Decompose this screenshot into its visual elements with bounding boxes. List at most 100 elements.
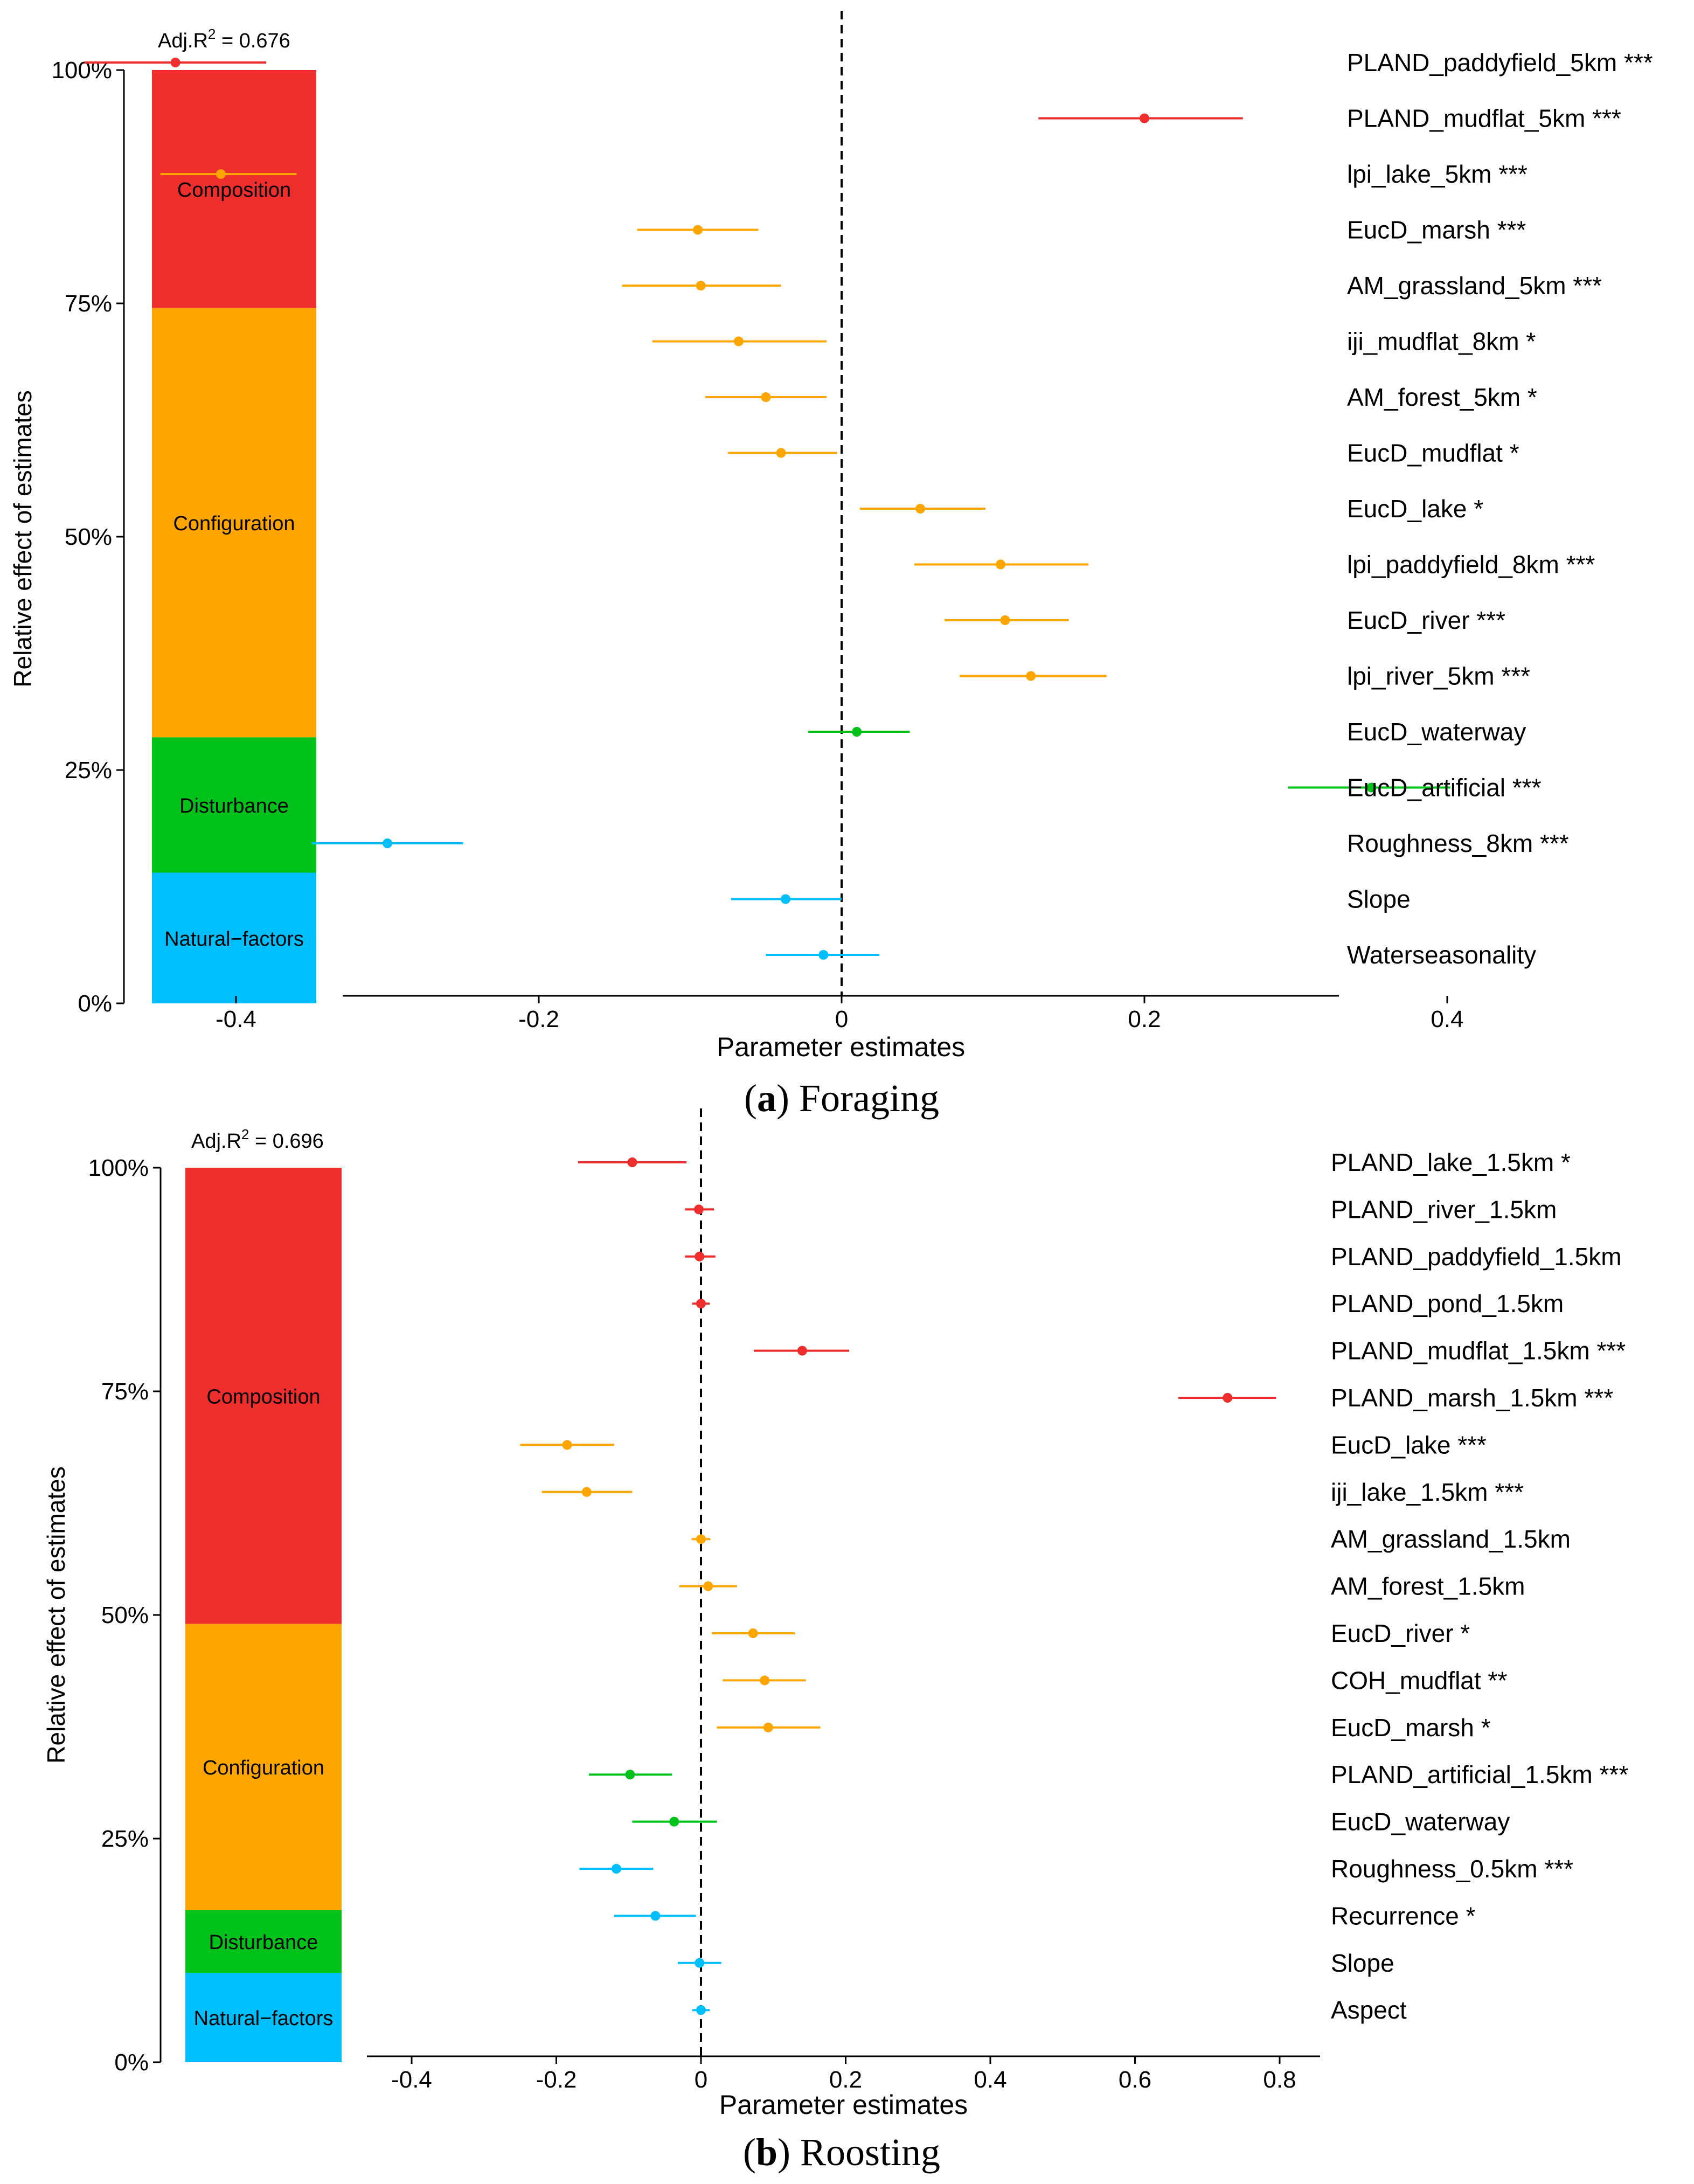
- estimate-point: [562, 1440, 572, 1450]
- variable-label: PLAND_lake_1.5km *: [1331, 1148, 1571, 1176]
- x-tick-label: -0.2: [536, 2067, 577, 2093]
- x-tick-label: 0: [835, 1006, 848, 1032]
- estimate-point: [781, 894, 791, 904]
- estimate-point: [669, 1816, 679, 1827]
- estimate-point: [761, 392, 771, 402]
- group-bar-configuration: [152, 308, 316, 738]
- y-axis-title: Relative effect of estimates: [9, 390, 37, 687]
- panel-caption-letter: a: [757, 1077, 776, 1120]
- variable-label: AM_grassland_1.5km: [1331, 1525, 1571, 1553]
- group-label-natural: Natural−factors: [194, 2007, 334, 2030]
- adj-r2-superscript: 2: [208, 26, 216, 42]
- estimate-point: [581, 1487, 592, 1497]
- variable-label: EucD_mudflat *: [1347, 439, 1519, 467]
- variable-label: Waterseasonality: [1347, 941, 1536, 969]
- y-tick-label: 100%: [51, 57, 112, 84]
- estimate-point: [696, 2005, 706, 2015]
- estimate-point: [383, 838, 392, 848]
- estimate-point: [996, 559, 1006, 570]
- variable-label: PLAND_artificial_1.5km ***: [1331, 1760, 1628, 1788]
- variable-label: EucD_waterway: [1331, 1808, 1510, 1836]
- y-tick-label: 25%: [101, 1826, 149, 1852]
- group-bar-disturbance: [185, 1910, 342, 1973]
- estimate-point: [852, 727, 862, 737]
- x-tick-label: 0.2: [829, 2067, 862, 2093]
- variable-label: EucD_lake *: [1347, 495, 1483, 523]
- variable-label: PLAND_paddyfield_1.5km: [1331, 1243, 1622, 1271]
- estimate-point: [733, 336, 744, 346]
- x-tick-label: 0: [695, 2067, 707, 2093]
- variable-label: PLAND_pond_1.5km: [1331, 1289, 1564, 1318]
- x-tick-label: 0.4: [1431, 1006, 1463, 1032]
- estimate-point: [696, 1534, 706, 1544]
- estimate-point: [776, 448, 786, 458]
- adj-r2-superscript: 2: [241, 1126, 249, 1142]
- estimate-point: [763, 1722, 773, 1732]
- estimate-point: [915, 504, 926, 514]
- y-tick-label: 100%: [88, 1155, 149, 1181]
- estimate-point: [818, 950, 829, 960]
- group-label-composition: Composition: [177, 179, 291, 202]
- x-tick-label: 0.8: [1263, 2067, 1296, 2093]
- variable-label: EucD_waterway: [1347, 718, 1526, 746]
- variable-label: COH_mudflat **: [1331, 1666, 1507, 1694]
- variable-label: Aspect: [1331, 1996, 1407, 2024]
- variable-label: PLAND_marsh_1.5km ***: [1331, 1384, 1613, 1412]
- estimate-point: [1223, 1393, 1233, 1403]
- variable-label: Roughness_0.5km ***: [1331, 1855, 1573, 1883]
- adj-r2-label: Adj.R2 = 0.696: [191, 1126, 324, 1153]
- panel-foraging: Adj.R2 = 0.676 Composition Configuration Di…: [9, 11, 1653, 1120]
- adj-r2-value: = 0.696: [249, 1130, 323, 1153]
- group-bar-configuration: [185, 1624, 342, 1910]
- estimate-point: [703, 1581, 713, 1591]
- estimate-point: [1366, 782, 1377, 793]
- estimate-point: [748, 1628, 758, 1638]
- group-label-natural: Natural−factors: [164, 928, 304, 951]
- variable-label: AM_forest_5km *: [1347, 383, 1537, 411]
- variable-label: EucD_artificial ***: [1347, 774, 1542, 802]
- y-tick-label: 0%: [114, 2049, 149, 2076]
- estimate-point: [797, 1346, 807, 1356]
- panel-caption-open: (: [743, 2131, 756, 2174]
- estimate-point: [625, 1770, 635, 1780]
- group-label-composition: Composition: [206, 1385, 320, 1408]
- y-tick-label: 50%: [65, 524, 112, 550]
- variable-label: iji_lake_1.5km ***: [1331, 1478, 1524, 1506]
- variable-label: PLAND_mudflat_5km ***: [1347, 105, 1621, 133]
- variable-label: EucD_marsh ***: [1347, 216, 1526, 244]
- x-tick-label: 0.4: [974, 2067, 1006, 2093]
- adj-r2-prefix: Adj.R: [191, 1130, 241, 1153]
- estimate-point: [650, 1911, 661, 1921]
- panel-caption: (b) Roosting: [743, 2131, 940, 2174]
- variable-label: PLAND_paddyfield_5km ***: [1347, 48, 1653, 77]
- variable-label: Slope: [1347, 885, 1411, 913]
- variable-label: AM_grassland_5km ***: [1347, 272, 1602, 300]
- x-tick-label: -0.4: [216, 1006, 256, 1032]
- adj-r2-label: Adj.R2 = 0.676: [158, 26, 290, 52]
- variable-label: PLAND_mudflat_1.5km ***: [1331, 1337, 1626, 1365]
- group-label-disturbance: Disturbance: [179, 795, 289, 817]
- y-tick-label: 0%: [78, 990, 112, 1017]
- variable-label: Recurrence *: [1331, 1902, 1476, 1930]
- estimate-point: [760, 1675, 770, 1686]
- group-label-configuration: Configuration: [203, 1757, 324, 1779]
- x-tick-label: 0.6: [1119, 2067, 1151, 2093]
- panel-caption: (a) Foraging: [744, 1077, 939, 1120]
- group-bar-composition: [185, 1168, 342, 1624]
- y-axis-title: Relative effect of estimates: [42, 1466, 70, 1763]
- variable-label: EucD_river *: [1331, 1619, 1470, 1647]
- y-tick-label: 50%: [101, 1602, 149, 1628]
- panel-caption-close: ): [777, 2131, 790, 2174]
- variable-label: EucD_marsh *: [1331, 1714, 1491, 1742]
- variable-label: Roughness_8km ***: [1347, 829, 1569, 857]
- panel-caption-letter: b: [756, 2131, 777, 2174]
- panel-caption-close: ): [776, 1077, 789, 1120]
- variable-label: lpi_river_5km ***: [1347, 662, 1530, 690]
- y-tick-label: 25%: [65, 757, 112, 784]
- y-tick-label: 75%: [65, 290, 112, 317]
- group-bar-natural: [185, 1973, 342, 2062]
- estimate-point: [695, 1958, 705, 1968]
- panel-caption-text: Roosting: [790, 2131, 940, 2174]
- x-axis-title: Parameter estimates: [717, 1032, 965, 1062]
- estimate-point: [170, 58, 180, 67]
